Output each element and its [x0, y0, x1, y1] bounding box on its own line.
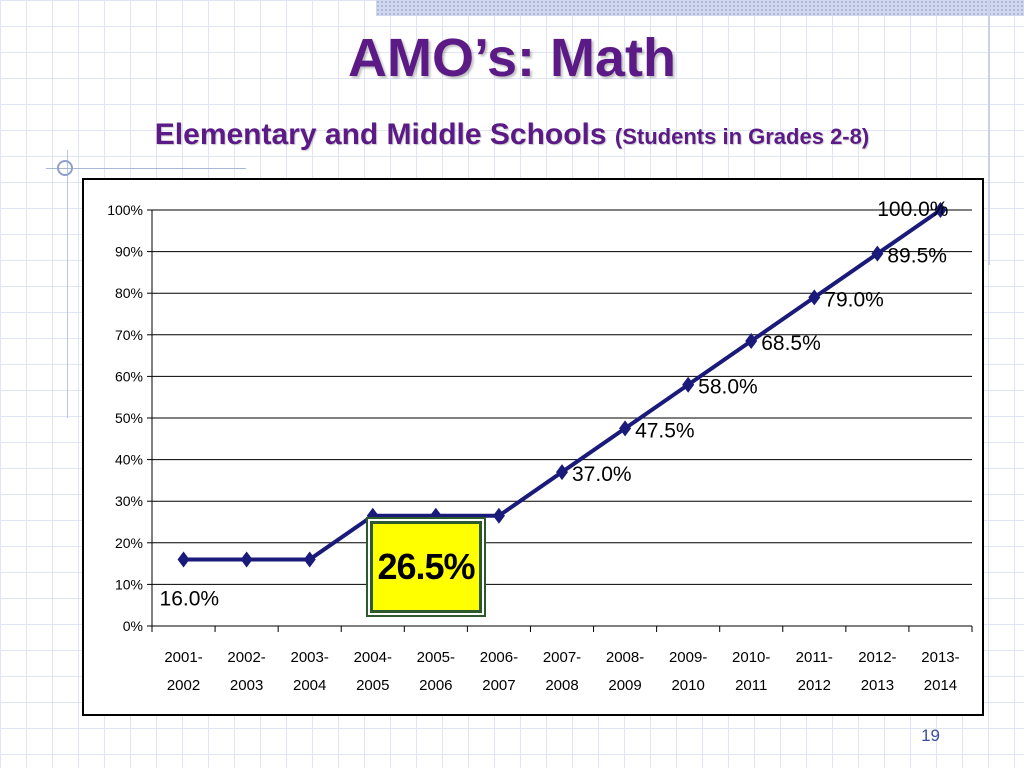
x-tick-label: 2013- — [921, 649, 959, 666]
line-chart: 0% 10% 20% 30% 40% 50% 60% 70% 80% 90% 100% 2001- 20… — [107, 198, 973, 694]
x-tick-label: 2005 — [356, 677, 389, 694]
x-tick-label: 2007 — [482, 677, 515, 694]
y-tick-label: 0% — [123, 618, 143, 634]
page-number: 19 — [921, 726, 940, 745]
y-tick-label: 10% — [115, 576, 143, 592]
data-point-marker — [682, 376, 695, 393]
x-tick-label: 2007- — [543, 649, 581, 666]
subtitle-main: Elementary and Middle Schools — [154, 118, 607, 151]
data-point-marker — [492, 507, 505, 524]
x-tick-label: 2002- — [227, 649, 265, 666]
x-tick-label: 2010 — [671, 677, 704, 694]
slide-title: AMO’s: Math — [348, 28, 676, 88]
y-tick-label: 60% — [115, 368, 143, 384]
data-point-marker — [556, 464, 568, 481]
data-point-marker — [619, 420, 632, 437]
data-label: 89.5% — [887, 245, 947, 268]
data-label: 79.0% — [824, 288, 884, 311]
data-label: 68.5% — [761, 332, 821, 355]
x-tick-label: 2014 — [924, 677, 957, 694]
slide-subtitle: Elementary and Middle Schools (Students … — [0, 115, 1024, 157]
data-label: 58.0% — [698, 376, 758, 399]
y-tick-label: 100% — [107, 202, 143, 218]
data-label: 47.5% — [635, 419, 695, 442]
x-tick-label: 2001- — [164, 649, 202, 666]
y-tick-label: 90% — [115, 244, 143, 260]
data-point-marker — [808, 289, 821, 306]
data-point-marker — [934, 202, 947, 218]
y-tick-label: 80% — [115, 285, 143, 301]
x-tick-label: 2009- — [669, 649, 707, 666]
data-label: 100.0% — [877, 198, 948, 221]
x-tick-label: 2012 — [798, 677, 831, 694]
x-tick-label: 2010- — [732, 649, 770, 666]
x-tick-label: 2004 — [293, 677, 326, 694]
y-tick-label: 50% — [115, 410, 143, 426]
chart-frame: 0% 10% 20% 30% 40% 50% 60% 70% 80% 90% 100% 2001- 20… — [82, 178, 984, 716]
data-point-marker — [303, 551, 316, 568]
x-tick-label: 2013 — [861, 677, 894, 694]
data-point-marker — [745, 333, 758, 350]
decorative-horizontal-rule — [46, 168, 246, 169]
x-tick-label: 2003- — [291, 649, 329, 666]
x-tick-label: 2011 — [735, 677, 767, 694]
y-tick-label: 30% — [115, 493, 143, 509]
decorative-top-bar — [376, 0, 1024, 16]
x-tick-label: 2009 — [608, 677, 641, 694]
x-tick-label: 2004- — [354, 649, 392, 666]
data-point-marker — [366, 507, 379, 524]
data-point-marker — [240, 551, 253, 568]
data-point-marker — [177, 551, 190, 568]
x-tick-label: 2005- — [417, 649, 455, 666]
x-tick-label: 2008 — [545, 677, 578, 694]
x-tick-label: 2003 — [230, 677, 263, 694]
x-tick-label: 2011- — [796, 649, 833, 666]
y-tick-label: 40% — [115, 452, 143, 468]
subtitle-paren: (Students in Grades 2-8) — [614, 124, 870, 149]
x-tick-label: 2012- — [858, 649, 896, 666]
data-point-marker — [429, 507, 442, 524]
data-point-marker — [871, 245, 884, 262]
decorative-ring-icon — [57, 160, 73, 176]
decorative-right-rule — [988, 0, 990, 265]
series-line — [183, 208, 942, 562]
y-tick-label: 70% — [115, 327, 143, 343]
x-tick-label: 2006 — [419, 677, 452, 694]
data-label: 16.0% — [160, 587, 220, 610]
x-tick-label: 2008- — [606, 649, 644, 666]
decorative-left-rule — [67, 150, 68, 418]
x-tick-label: 2006- — [480, 649, 518, 666]
x-tick-label: 2002 — [167, 677, 200, 694]
data-label: 37.0% — [572, 463, 632, 486]
y-tick-label: 20% — [115, 535, 143, 551]
highlight-callout: 26.5% — [370, 521, 482, 613]
